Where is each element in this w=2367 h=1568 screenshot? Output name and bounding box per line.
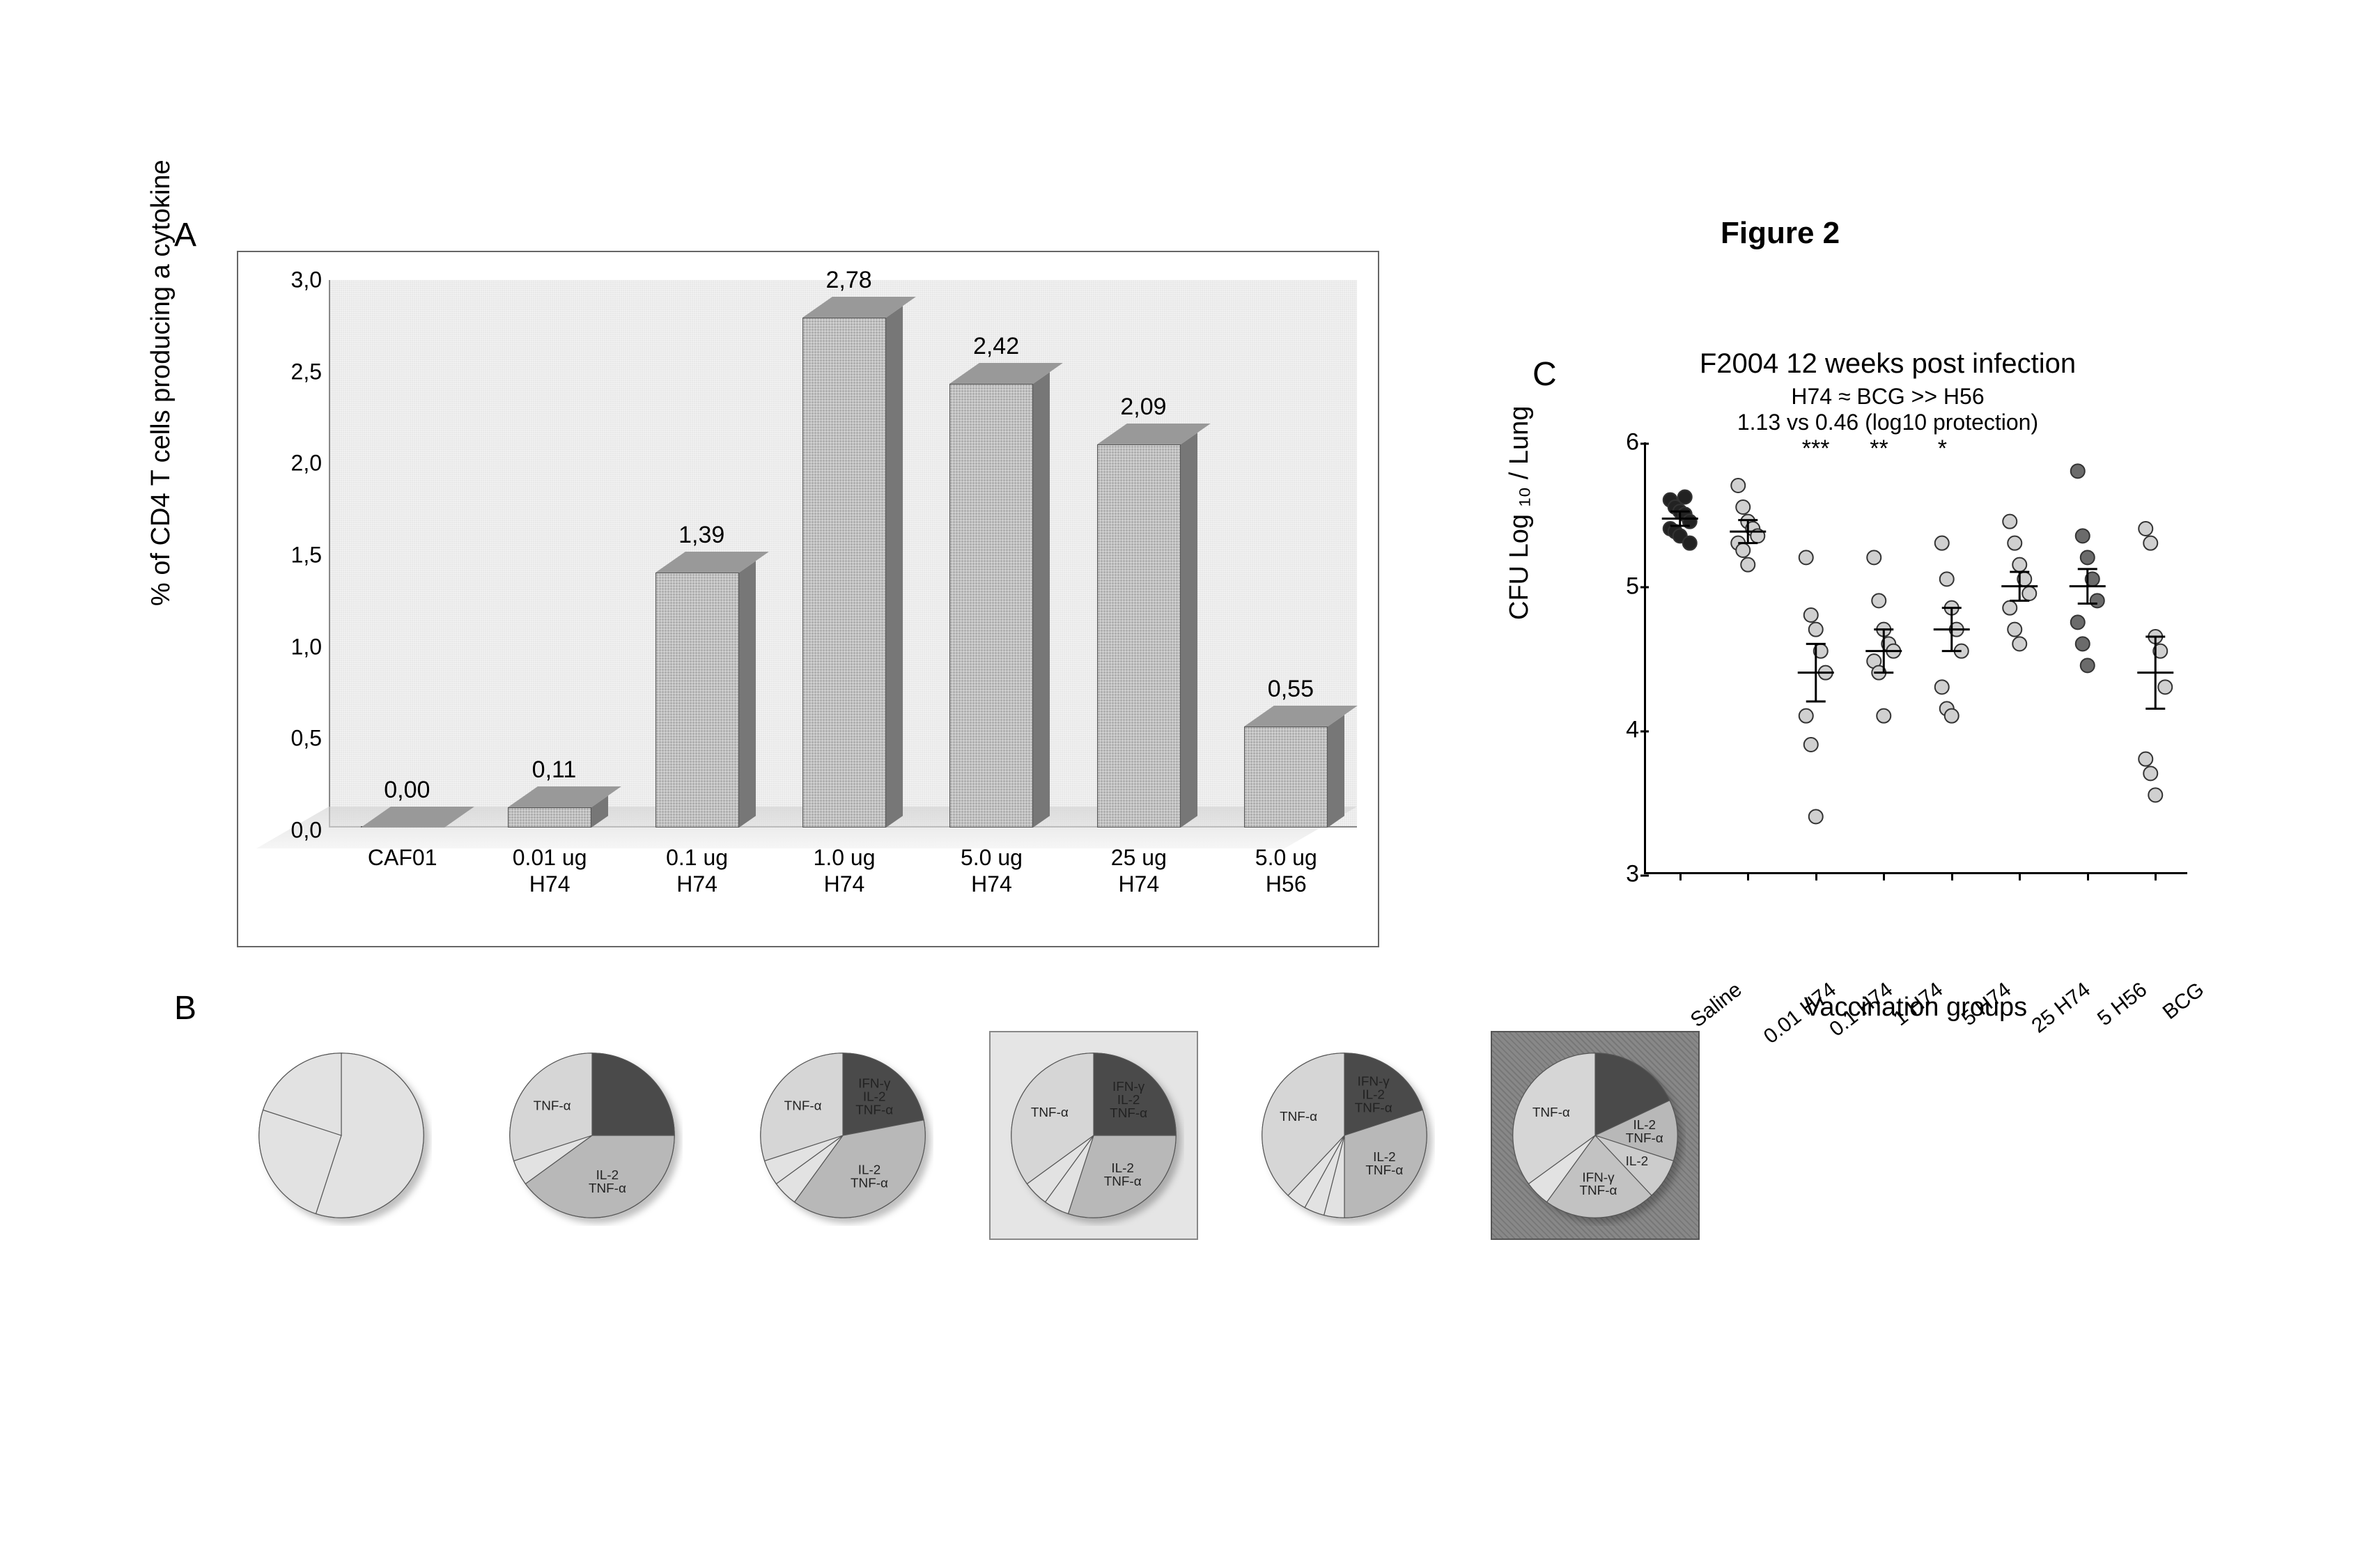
panelA-bar: 0,55 [1244,727,1328,828]
panelC-significance: ** [1870,435,1888,463]
svg-text:IL-2: IL-2 [1362,1088,1385,1103]
svg-text:IFN-γ: IFN-γ [1582,1170,1615,1185]
svg-text:IFN-γ: IFN-γ [1358,1075,1390,1089]
panelC-plot-area: 3456****** [1644,442,2187,874]
panelA-ytick: 0,0 [280,818,322,844]
svg-text:TNF-α: TNF-α [851,1176,888,1190]
panelA-bar: 2,42 [949,384,1033,828]
panelC-ytick: 3 [1604,861,1639,888]
panelC-subtitle1: H74 ≈ BCG >> H56 [1574,384,2201,410]
svg-text:IL-2: IL-2 [863,1089,886,1104]
panelC-scatter: F2004 12 weeks post infection H74 ≈ BCG … [1574,348,2201,975]
svg-text:IFN-γ: IFN-γ [1112,1080,1145,1094]
panelA-xlabel: 5.0 ugH56 [1216,844,1356,898]
panelB-pie: IL-2TNF-αIL-2IFN-γTNF-αTNF-α [1491,1031,1700,1240]
svg-text:TNF-α: TNF-α [1579,1183,1617,1198]
panelB-pie-row: IL-2TNF-αTNF-αIFN-γIL-2TNF-αIL-2TNF-αTNF… [237,1031,1700,1240]
panelC-subtitle2: 1.13 vs 0.46 (log10 protection) [1574,410,2201,435]
panelA-ylabel: % of CD4 T cells producing a cytokine [146,160,176,606]
panelA-bar-value: 1,39 [678,522,724,549]
panelA-ytick: 2,5 [280,359,322,385]
panelA-xlabel: 25 ugH74 [1069,844,1209,898]
panelA-ytick: 1,0 [280,634,322,660]
panelC-ytick: 4 [1604,717,1639,744]
svg-text:TNF-α: TNF-α [1104,1174,1142,1189]
svg-text:TNF-α: TNF-α [534,1099,571,1113]
panelA-bar-value: 0,00 [384,777,430,804]
panelA-xlabel: 1.0 ugH74 [775,844,914,898]
panelC-ytick: 6 [1604,429,1639,456]
panelA-ytick: 1,5 [280,543,322,568]
svg-text:IL-2: IL-2 [1373,1150,1396,1165]
panelB-pie [237,1031,446,1240]
svg-text:TNF-α: TNF-α [1031,1105,1069,1120]
panelA-bar-value: 0,55 [1268,676,1314,703]
svg-text:IL-2: IL-2 [1633,1118,1656,1133]
svg-text:IL-2: IL-2 [1111,1161,1134,1176]
panelA-bar-value: 2,42 [973,333,1019,360]
panelA-ytick: 2,0 [280,451,322,476]
panel-label-c: C [1532,355,1557,394]
panelA-bar-chart: 0,0 0,5 1,0 1,5 2,0 2,5 3,0 0,00 0,11 1,39 2,78 2,… [237,251,1379,947]
svg-text:IL-2: IL-2 [596,1168,619,1183]
svg-text:TNF-α: TNF-α [1110,1106,1147,1121]
panelA-ytick: 0,5 [280,726,322,752]
panelA-bar: 2,09 [1097,444,1181,828]
svg-text:IL-2: IL-2 [1626,1154,1649,1169]
svg-text:TNF-α: TNF-α [1532,1105,1570,1120]
panelA-bar: 0,11 [508,807,591,828]
svg-text:TNF-α: TNF-α [1365,1163,1403,1178]
panel-label-b: B [174,989,196,1027]
panelA-bar-value: 2,78 [826,267,872,294]
panelC-significance: * [1938,435,1947,463]
panelA-xlabel: 0.01 ugH74 [480,844,619,898]
panelA-xlabel: 0.1 ugH74 [628,844,767,898]
figure-caption: Figure 2 [1721,216,1840,251]
panelA-bar: 2,78 [802,318,886,828]
panelB-pie: IL-2TNF-αTNF-α [488,1031,697,1240]
panelA-xlabel: 5.0 ugH74 [922,844,1061,898]
panelB-pie: IFN-γIL-2TNF-αIL-2TNF-αTNF-α [989,1031,1198,1240]
svg-text:IFN-γ: IFN-γ [858,1076,891,1091]
panelB-pie: IFN-γIL-2TNF-αIL-2TNF-αTNF-α [738,1031,947,1240]
panelC-significance: *** [1802,435,1830,463]
svg-text:TNF-α: TNF-α [855,1103,893,1117]
panelC-ylabel: CFU Log ₁₀ / Lung [1505,406,1535,620]
panelB-pie: IFN-γIL-2TNF-αIL-2TNF-αTNF-α [1240,1031,1449,1240]
panelA-bar: 1,39 [655,573,739,828]
svg-text:TNF-α: TNF-α [1355,1101,1392,1116]
panelA-xlabel: CAF01 [333,844,472,871]
svg-text:TNF-α: TNF-α [589,1181,626,1196]
panelC-ytick: 5 [1604,573,1639,600]
svg-text:IL-2: IL-2 [858,1163,881,1177]
panel-label-a: A [174,216,196,254]
panelA-ytick: 3,0 [280,267,322,293]
panelA-bar-value: 2,09 [1120,394,1166,421]
panelA-bar-value: 0,11 [532,756,577,784]
svg-text:TNF-α: TNF-α [784,1099,822,1113]
svg-text:TNF-α: TNF-α [1280,1110,1317,1124]
svg-text:TNF-α: TNF-α [1626,1131,1663,1146]
panelC-title: F2004 12 weeks post infection [1574,348,2201,380]
svg-text:IL-2: IL-2 [1117,1093,1140,1108]
